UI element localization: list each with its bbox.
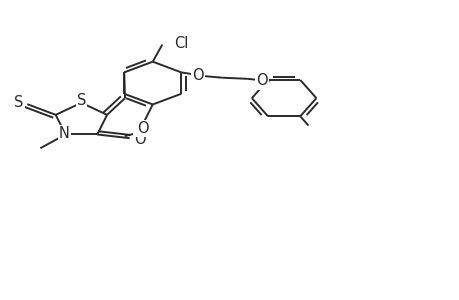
Text: S: S [14, 95, 23, 110]
Text: O: O [191, 68, 203, 83]
Text: O: O [256, 74, 267, 88]
Text: O: O [134, 132, 145, 147]
Text: N: N [59, 126, 69, 141]
Text: S: S [77, 93, 86, 108]
Text: O: O [137, 121, 148, 136]
Text: Cl: Cl [174, 36, 188, 51]
